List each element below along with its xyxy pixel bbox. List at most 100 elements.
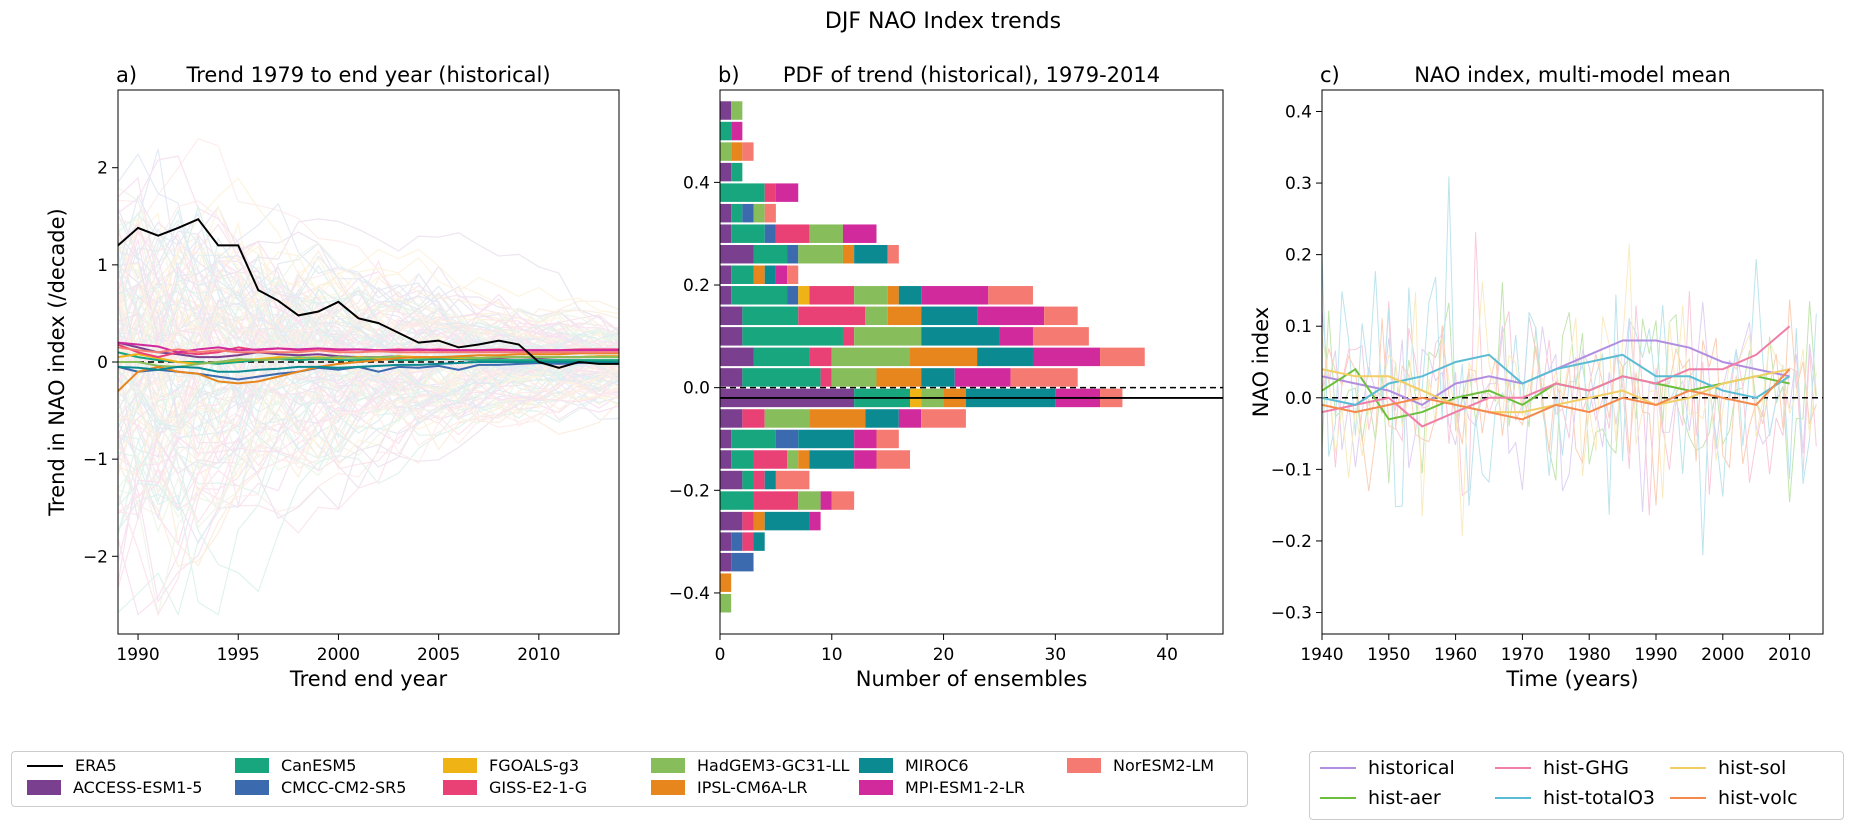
bar-segment-MIROC6 [809, 450, 855, 469]
legend-entry: ACCESS-ESM1-5 [27, 778, 202, 797]
bar-segment-ACCESS-ESM1-5 [720, 244, 754, 264]
y-tick-label: −1 [83, 450, 108, 470]
ensemble-member-line [118, 328, 619, 617]
bar-segment-HadGEM3-GC31-LL [865, 306, 888, 326]
bar-segment-MPI-ESM1-2-LR [1032, 347, 1101, 367]
ensemble-member-line [118, 317, 619, 445]
ensemble-member-line [118, 212, 619, 418]
ensemble-member-line [118, 155, 619, 419]
panel-title: Trend 1979 to end year (historical) [185, 63, 550, 87]
panel-a: 1990 1995 2000 2005 2010 −2 −1 0 1 2 a) Trend 1979 … [45, 63, 620, 691]
x-tick-label: 1960 [1434, 645, 1477, 665]
ensemble-member-line [118, 241, 619, 368]
bar-segment-MIROC6 [753, 532, 765, 551]
legend-label: MIROC6 [905, 756, 969, 775]
bar-segment-MIROC6 [921, 306, 978, 326]
bar-segment-NorESM2-LM [1010, 368, 1078, 387]
bar-segment-CMCC-CM2-SR5 [787, 286, 799, 305]
ensemble-member-line [118, 300, 619, 506]
bar-segment-GISS-E2-1-G [742, 511, 754, 531]
ensemble-member-line [118, 239, 619, 398]
series-line-ERA5 [118, 217, 619, 369]
bar-segment-IPSL-CM6A-LR [753, 511, 765, 531]
legend-entry: MPI-ESM1-2-LR [859, 778, 1025, 797]
y-axis-label: Trend in NAO index (/decade) [45, 208, 69, 516]
bar-segment-FGOALS-g3 [798, 286, 810, 305]
ensemble-member-line [118, 346, 619, 458]
ensemble-member-line [118, 204, 619, 376]
bar-segment-GISS-E2-1-G [842, 327, 855, 346]
x-tick-label: 1980 [1568, 645, 1611, 665]
bar-segment-HadGEM3-GC31-LL [798, 244, 843, 264]
bar-segment-CanESM5 [731, 224, 765, 243]
legend-entry: HadGEM3-GC31-LL [651, 756, 849, 775]
y-tick-label: 0.2 [1285, 246, 1312, 266]
axes-frame [1321, 89, 1824, 635]
bar-segment-MPI-ESM1-2-LR [820, 491, 832, 510]
bar-segment-IPSL-CM6A-LR [809, 409, 866, 428]
series-line-MIROC6 [118, 361, 619, 373]
y-tick-label: 0.4 [683, 173, 710, 193]
bar-segment-MIROC6 [854, 244, 888, 264]
model-legend: ERA5 ACCESS-ESM1-5 CanESM5 CMCC-CM2-SR5 FGOA… [11, 751, 1248, 807]
y-tick-label: 0.3 [1285, 174, 1312, 194]
bar-segment-ACCESS-ESM1-5 [720, 265, 732, 284]
bar-segment-CanESM5 [731, 265, 754, 284]
y-tick-label: 0.0 [1285, 389, 1312, 409]
legend-patch-swatch [235, 780, 269, 795]
bar-segment-MIROC6 [865, 409, 899, 428]
bar-segment-GISS-E2-1-G [809, 286, 855, 305]
ensemble-member-line [118, 253, 619, 436]
ensemble-member-line [118, 208, 619, 333]
ensemble-member-line [118, 236, 619, 462]
ensemble-member-line [118, 291, 619, 458]
y-tick-label: −0.1 [1271, 460, 1312, 480]
annual-line-hist-aer [1322, 282, 1817, 503]
x-tick-label: 1950 [1367, 645, 1410, 665]
ensemble-member-line [118, 341, 619, 545]
ensemble-member-line [118, 301, 619, 617]
legend-entry: IPSL-CM6A-LR [651, 778, 807, 797]
ensemble-member-line [118, 332, 619, 593]
bar-segment-GISS-E2-1-G [753, 491, 799, 510]
bar-segment-GISS-E2-1-G [742, 409, 765, 428]
ensemble-member-line [118, 344, 619, 470]
legend-patch-swatch [1067, 758, 1101, 773]
ensemble-member-line [118, 227, 619, 420]
ensemble-member-line [118, 275, 619, 369]
bar-segment-MPI-ESM1-2-LR [977, 306, 1045, 326]
legend-patch-swatch [443, 758, 477, 773]
bar-segment-NorESM2-LM [764, 203, 776, 223]
y-tick-label: −2 [83, 547, 108, 567]
bar-segment-MPI-ESM1-2-LR [809, 511, 821, 531]
bar-segment-CanESM5 [731, 203, 743, 223]
ensemble-member-line [118, 281, 619, 387]
series-line-HadGEM3-GC31-LL [118, 356, 619, 368]
bar-segment-HadGEM3-GC31-LL [798, 491, 821, 510]
bar-segment-ACCESS-ESM1-5 [720, 162, 732, 182]
x-tick-label: 2000 [317, 645, 360, 665]
legend-patch-swatch [235, 758, 269, 773]
legend-label: ERA5 [75, 756, 117, 775]
bar-segment-ACCESS-ESM1-5 [720, 224, 732, 243]
stacked-bars [720, 101, 1145, 613]
legend-label: GISS-E2-1-G [489, 778, 588, 797]
ensemble-member-line [118, 338, 619, 469]
ensemble-member-line [118, 311, 619, 433]
ensemble-member-line [118, 223, 619, 375]
bar-segment-GISS-E2-1-G [820, 368, 832, 387]
bar-segment-ACCESS-ESM1-5 [720, 286, 732, 305]
legend-patch-swatch [859, 780, 893, 795]
legend-entry: GISS-E2-1-G [443, 778, 587, 797]
ensemble-member-line [118, 355, 619, 615]
bar-segment-CanESM5 [753, 244, 788, 264]
ensemble-member-line [118, 289, 619, 371]
ensemble-member-line [118, 334, 619, 531]
ensemble-member-line [118, 353, 619, 519]
ensemble-member-line [118, 282, 619, 378]
legend-entry: FGOALS-g3 [443, 756, 579, 775]
panel-title: NAO index, multi-model mean [1414, 63, 1731, 87]
bar-segment-HadGEM3-GC31-LL [731, 101, 743, 120]
bar-segment-ACCESS-ESM1-5 [720, 306, 743, 326]
ensemble-member-line [118, 309, 619, 513]
